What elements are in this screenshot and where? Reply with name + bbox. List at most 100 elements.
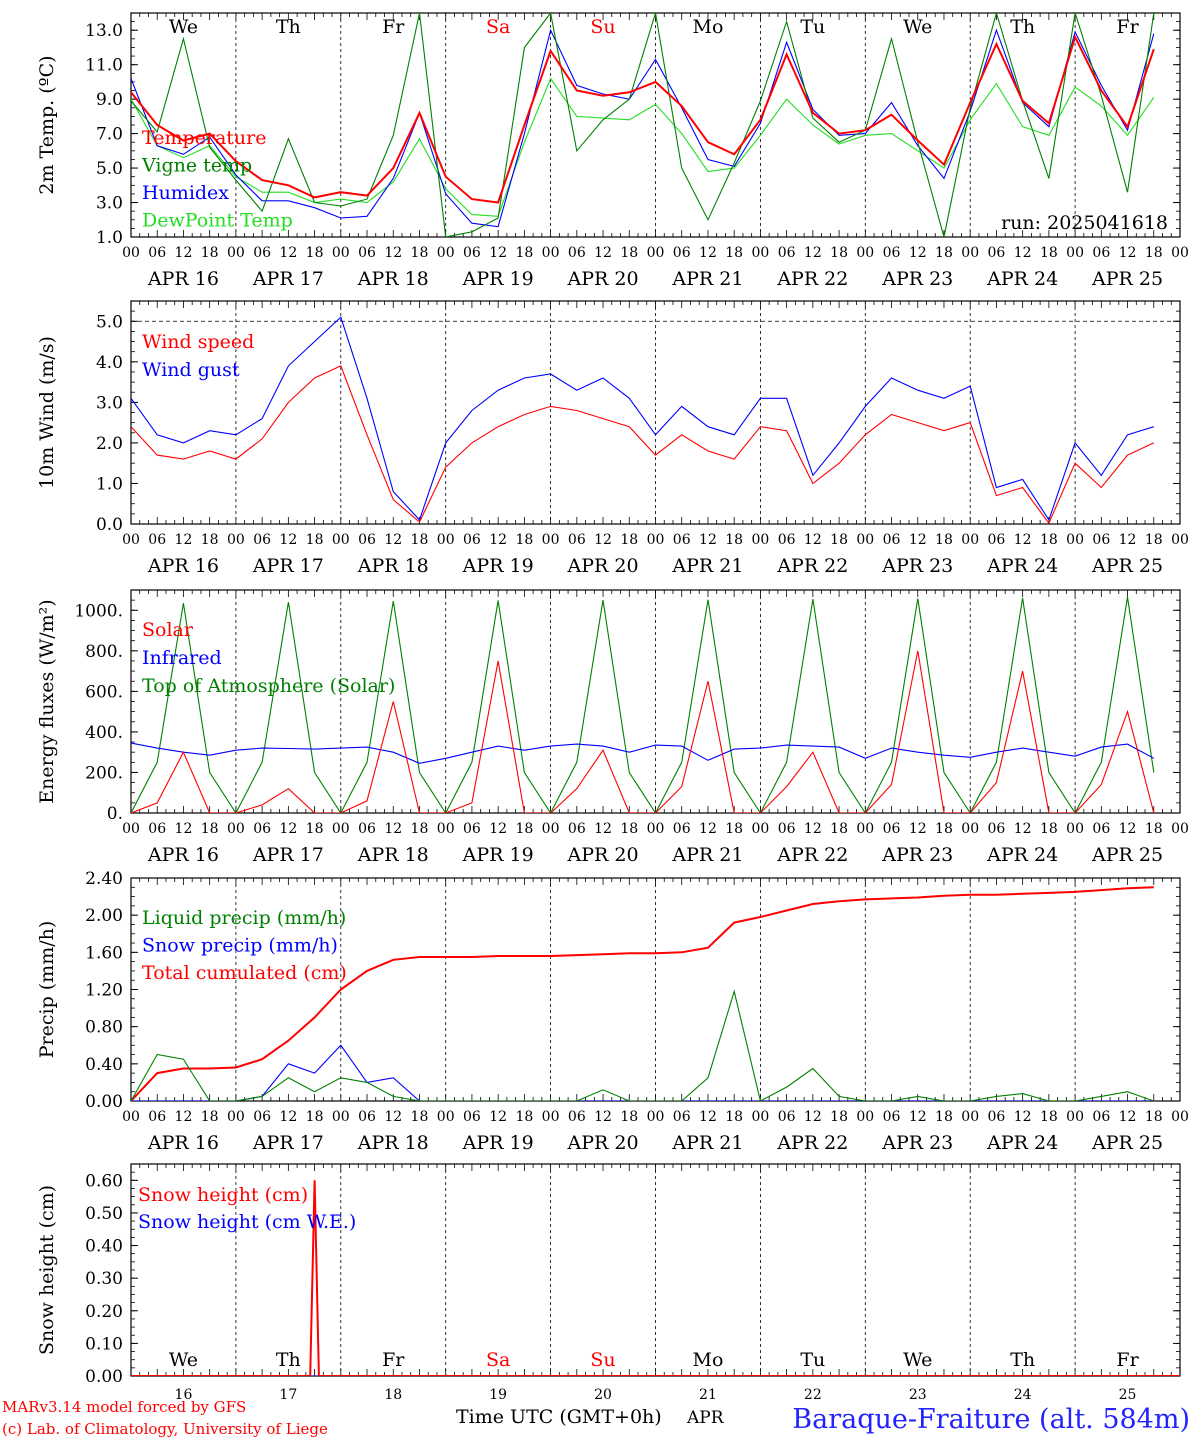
x-hour-label: 18 bbox=[515, 532, 533, 548]
x-hour-label: 18 bbox=[1040, 245, 1058, 261]
y-tick-label: 11.0 bbox=[85, 56, 123, 76]
y-tick-label: 0.50 bbox=[85, 1204, 123, 1224]
y-tick-label: 800. bbox=[85, 642, 123, 662]
x-date-label: APR 20 bbox=[567, 268, 639, 290]
x-date-label: APR 23 bbox=[881, 268, 953, 290]
x-hour-label: 00 bbox=[856, 1109, 874, 1125]
x-hour-label: 12 bbox=[699, 532, 717, 548]
x-date-label: APR 16 bbox=[147, 844, 219, 866]
y-tick-label: 0.00 bbox=[85, 1367, 123, 1387]
legend-entry: Total cumulated (cm) bbox=[142, 962, 347, 984]
y-tick-label: 3.0 bbox=[96, 194, 123, 214]
x-hour-label: 06 bbox=[1092, 1109, 1110, 1125]
y-tick-label: 0. bbox=[107, 804, 123, 824]
x-hour-label: 00 bbox=[1171, 532, 1189, 548]
x-hour-label: 18 bbox=[411, 1109, 429, 1125]
y-axis-label: Precip (mm/h) bbox=[36, 921, 58, 1059]
x-hour-label: 18 bbox=[1040, 1109, 1058, 1125]
series-line-liquid-precip-mm-h- bbox=[131, 989, 1154, 1101]
day-number-label: 17 bbox=[279, 1387, 297, 1403]
x-hour-label: 18 bbox=[620, 821, 638, 837]
x-hour-label: 06 bbox=[148, 245, 166, 261]
x-hour-label: 00 bbox=[122, 821, 140, 837]
x-date-label: APR 18 bbox=[357, 844, 429, 866]
x-hour-label: 18 bbox=[935, 532, 953, 548]
x-hour-label: 00 bbox=[332, 532, 350, 548]
x-hour-label: 12 bbox=[279, 245, 297, 261]
y-tick-label: 1.0 bbox=[96, 228, 123, 248]
series-line-dewpoint-temp bbox=[131, 77, 1155, 217]
x-hour-label: 06 bbox=[568, 821, 586, 837]
x-hour-label: 12 bbox=[489, 245, 507, 261]
x-date-label: APR 17 bbox=[252, 555, 324, 577]
x-axis-month: APR bbox=[686, 1408, 725, 1428]
x-hour-label: 12 bbox=[594, 1109, 612, 1125]
weekday-label: Tu bbox=[800, 16, 825, 38]
x-hour-label: 12 bbox=[279, 821, 297, 837]
series-line-top-of-atmosphere-solar- bbox=[131, 597, 1155, 813]
x-hour-label: 00 bbox=[1171, 1109, 1189, 1125]
x-hour-label: 06 bbox=[778, 532, 796, 548]
day-number-label: 22 bbox=[804, 1387, 822, 1403]
x-hour-label: 12 bbox=[594, 532, 612, 548]
weekday-label: Mo bbox=[692, 1349, 723, 1371]
x-date-label: APR 18 bbox=[357, 555, 429, 577]
x-hour-label: 06 bbox=[673, 532, 691, 548]
legend-entry: Liquid precip (mm/h) bbox=[142, 907, 346, 929]
x-hour-label: 12 bbox=[384, 1109, 402, 1125]
x-hour-label: 00 bbox=[647, 245, 665, 261]
x-date-label: APR 18 bbox=[357, 1132, 429, 1154]
x-date-label: APR 24 bbox=[986, 844, 1058, 866]
x-date-label: APR 22 bbox=[776, 268, 848, 290]
x-hour-label: 12 bbox=[279, 1109, 297, 1125]
x-hour-label: 06 bbox=[778, 821, 796, 837]
x-hour-label: 00 bbox=[856, 821, 874, 837]
weekday-label: Fr bbox=[382, 16, 405, 38]
x-hour-label: 18 bbox=[830, 245, 848, 261]
x-hour-label: 18 bbox=[306, 245, 324, 261]
x-hour-label: 18 bbox=[1040, 821, 1058, 837]
y-tick-label: 200. bbox=[85, 763, 123, 783]
series-line-snow-precip-mm-h- bbox=[131, 1044, 1154, 1101]
x-hour-label: 00 bbox=[227, 245, 245, 261]
x-hour-label: 18 bbox=[515, 821, 533, 837]
y-axis-label: 10m Wind (m/s) bbox=[36, 336, 58, 489]
x-hour-label: 06 bbox=[988, 245, 1006, 261]
x-hour-label: 12 bbox=[175, 532, 193, 548]
y-tick-label: 13.0 bbox=[85, 21, 123, 41]
x-date-label: APR 19 bbox=[462, 844, 534, 866]
y-tick-label: 9.0 bbox=[96, 90, 123, 110]
series-line-wind-gust bbox=[131, 316, 1154, 522]
x-date-label: APR 24 bbox=[986, 555, 1058, 577]
x-hour-label: 00 bbox=[751, 245, 769, 261]
x-hour-label: 12 bbox=[804, 821, 822, 837]
x-hour-label: 12 bbox=[489, 1109, 507, 1125]
x-date-label: APR 16 bbox=[147, 555, 219, 577]
x-hour-label: 00 bbox=[332, 1109, 350, 1125]
x-hour-label: 00 bbox=[437, 1109, 455, 1125]
x-hour-label: 06 bbox=[673, 821, 691, 837]
x-hour-label: 00 bbox=[1171, 821, 1189, 837]
x-hour-label: 12 bbox=[175, 1109, 193, 1125]
y-tick-label: 0.80 bbox=[85, 1018, 123, 1038]
x-hour-label: 00 bbox=[856, 532, 874, 548]
x-hour-label: 00 bbox=[961, 821, 979, 837]
x-date-label: APR 19 bbox=[462, 1132, 534, 1154]
x-hour-label: 12 bbox=[909, 245, 927, 261]
plot-frame-3 bbox=[130, 589, 1181, 814]
x-hour-label: 06 bbox=[1092, 532, 1110, 548]
x-date-label: APR 24 bbox=[986, 1132, 1058, 1154]
y-tick-label: 0.40 bbox=[85, 1055, 123, 1075]
x-hour-label: 12 bbox=[594, 245, 612, 261]
x-hour-label: 18 bbox=[1145, 1109, 1163, 1125]
x-hour-label: 00 bbox=[647, 821, 665, 837]
x-hour-label: 18 bbox=[830, 532, 848, 548]
x-hour-label: 18 bbox=[411, 532, 429, 548]
series-line-wind-speed bbox=[131, 365, 1155, 524]
x-hour-label: 06 bbox=[883, 821, 901, 837]
y-tick-label: 0.30 bbox=[85, 1269, 123, 1289]
x-axis-title: Time UTC (GMT+0h) bbox=[456, 1406, 662, 1428]
series-line-temperature bbox=[131, 34, 1155, 204]
y-axis-label: 2m Temp. (ºC) bbox=[36, 55, 58, 194]
x-date-label: APR 21 bbox=[671, 844, 743, 866]
